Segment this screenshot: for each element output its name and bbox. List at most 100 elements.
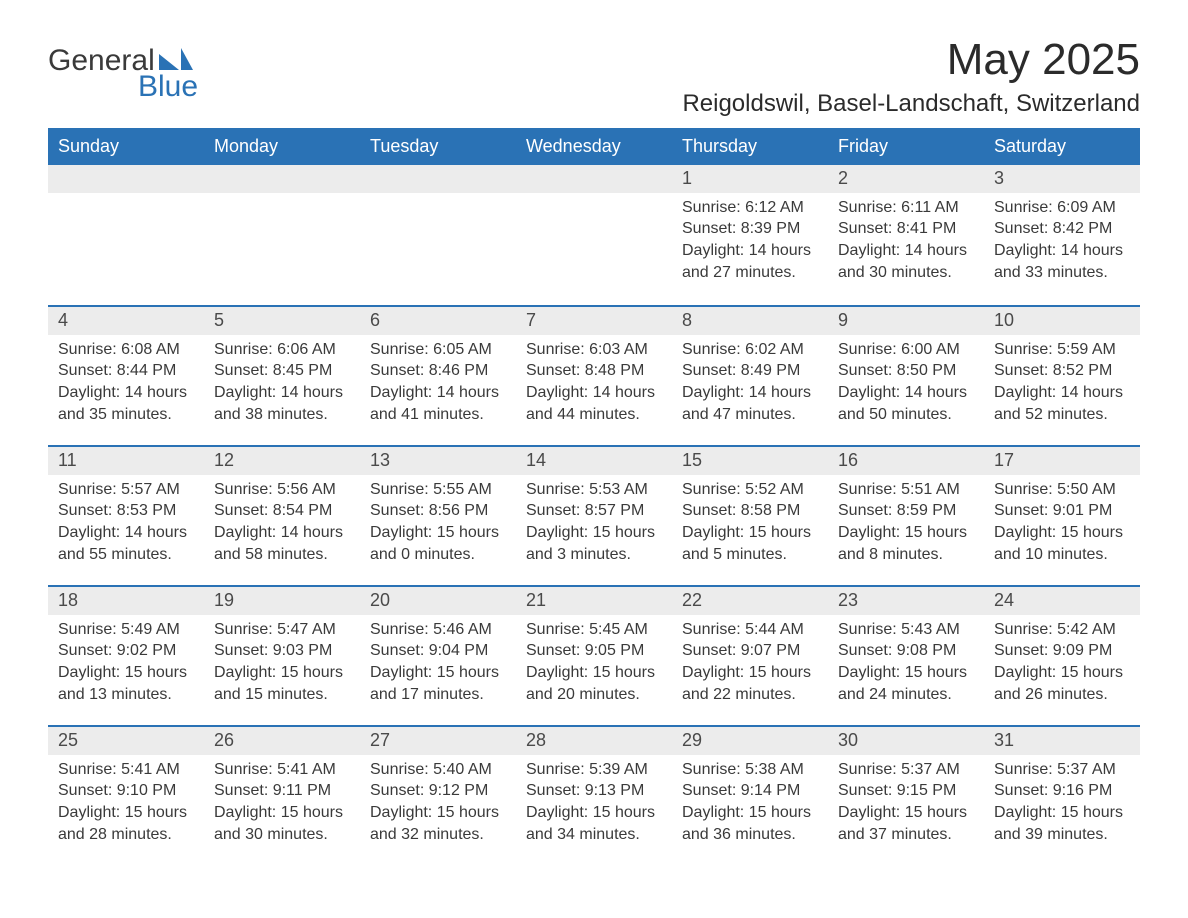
day-dl2: and 38 minutes.: [214, 404, 350, 426]
day-dl1: Daylight: 15 hours: [682, 802, 818, 824]
day-dl1: Daylight: 15 hours: [994, 662, 1130, 684]
day-dl1: Daylight: 15 hours: [838, 662, 974, 684]
day-sunset: Sunset: 9:12 PM: [370, 780, 506, 802]
day-dl1: Daylight: 14 hours: [214, 382, 350, 404]
day-dl2: and 8 minutes.: [838, 544, 974, 566]
day-sunset: Sunset: 9:13 PM: [526, 780, 662, 802]
day-number: 26: [204, 727, 360, 754]
day-details: Sunrise: 5:52 AMSunset: 8:58 PMDaylight:…: [672, 475, 828, 575]
day-sunrise: Sunrise: 5:51 AM: [838, 479, 974, 501]
calendar-week-row: 11Sunrise: 5:57 AMSunset: 8:53 PMDayligh…: [48, 445, 1140, 585]
day-dl2: and 0 minutes.: [370, 544, 506, 566]
calendar-cell: 23Sunrise: 5:43 AMSunset: 9:08 PMDayligh…: [828, 585, 984, 725]
day-sunset: Sunset: 9:02 PM: [58, 640, 194, 662]
day-sunrise: Sunrise: 6:02 AM: [682, 339, 818, 361]
day-number: 5: [204, 307, 360, 334]
day-details: Sunrise: 5:51 AMSunset: 8:59 PMDaylight:…: [828, 475, 984, 575]
day-sunrise: Sunrise: 5:57 AM: [58, 479, 194, 501]
day-details: Sunrise: 5:47 AMSunset: 9:03 PMDaylight:…: [204, 615, 360, 715]
day-dl1: Daylight: 15 hours: [526, 802, 662, 824]
calendar-cell: 21Sunrise: 5:45 AMSunset: 9:05 PMDayligh…: [516, 585, 672, 725]
day-details: Sunrise: 5:37 AMSunset: 9:15 PMDaylight:…: [828, 755, 984, 855]
day-sunset: Sunset: 8:57 PM: [526, 500, 662, 522]
day-dl1: Daylight: 14 hours: [994, 382, 1130, 404]
header-row: General Blue May 2025 Reigoldswil, Basel…: [48, 36, 1140, 118]
day-dl2: and 26 minutes.: [994, 684, 1130, 706]
day-number: 6: [360, 307, 516, 334]
title-block: May 2025 Reigoldswil, Basel-Landschaft, …: [682, 36, 1140, 118]
day-dl1: Daylight: 14 hours: [58, 382, 194, 404]
day-sunrise: Sunrise: 5:37 AM: [838, 759, 974, 781]
day-sunrise: Sunrise: 5:41 AM: [214, 759, 350, 781]
calendar-cell: 19Sunrise: 5:47 AMSunset: 9:03 PMDayligh…: [204, 585, 360, 725]
day-sunrise: Sunrise: 5:50 AM: [994, 479, 1130, 501]
day-details: Sunrise: 5:39 AMSunset: 9:13 PMDaylight:…: [516, 755, 672, 855]
calendar-cell: 5Sunrise: 6:06 AMSunset: 8:45 PMDaylight…: [204, 305, 360, 445]
empty-day: [204, 165, 360, 192]
calendar-cell: [204, 165, 360, 305]
day-details: Sunrise: 6:03 AMSunset: 8:48 PMDaylight:…: [516, 335, 672, 435]
day-number: 16: [828, 447, 984, 474]
weekday-header: Tuesday: [360, 128, 516, 165]
day-details: Sunrise: 5:59 AMSunset: 8:52 PMDaylight:…: [984, 335, 1140, 435]
day-dl2: and 32 minutes.: [370, 824, 506, 846]
day-details: Sunrise: 6:05 AMSunset: 8:46 PMDaylight:…: [360, 335, 516, 435]
day-dl1: Daylight: 15 hours: [370, 802, 506, 824]
calendar-week-row: 25Sunrise: 5:41 AMSunset: 9:10 PMDayligh…: [48, 725, 1140, 865]
day-dl1: Daylight: 14 hours: [526, 382, 662, 404]
day-dl1: Daylight: 14 hours: [214, 522, 350, 544]
day-sunset: Sunset: 8:45 PM: [214, 360, 350, 382]
day-sunset: Sunset: 8:50 PM: [838, 360, 974, 382]
day-number: 20: [360, 587, 516, 614]
day-dl2: and 10 minutes.: [994, 544, 1130, 566]
calendar-table: Sunday Monday Tuesday Wednesday Thursday…: [48, 128, 1140, 865]
empty-day: [48, 165, 204, 192]
day-number: 12: [204, 447, 360, 474]
day-details: Sunrise: 5:41 AMSunset: 9:11 PMDaylight:…: [204, 755, 360, 855]
day-dl2: and 36 minutes.: [682, 824, 818, 846]
calendar-cell: 29Sunrise: 5:38 AMSunset: 9:14 PMDayligh…: [672, 725, 828, 865]
day-dl1: Daylight: 15 hours: [994, 522, 1130, 544]
day-sunrise: Sunrise: 5:49 AM: [58, 619, 194, 641]
calendar-week-row: 1Sunrise: 6:12 AMSunset: 8:39 PMDaylight…: [48, 165, 1140, 305]
calendar-cell: 31Sunrise: 5:37 AMSunset: 9:16 PMDayligh…: [984, 725, 1140, 865]
day-sunset: Sunset: 8:58 PM: [682, 500, 818, 522]
day-details: Sunrise: 6:08 AMSunset: 8:44 PMDaylight:…: [48, 335, 204, 435]
day-dl2: and 5 minutes.: [682, 544, 818, 566]
day-details: Sunrise: 5:57 AMSunset: 8:53 PMDaylight:…: [48, 475, 204, 575]
day-number: 4: [48, 307, 204, 334]
day-dl1: Daylight: 15 hours: [994, 802, 1130, 824]
calendar-header: Sunday Monday Tuesday Wednesday Thursday…: [48, 128, 1140, 165]
day-sunset: Sunset: 9:04 PM: [370, 640, 506, 662]
day-dl2: and 13 minutes.: [58, 684, 194, 706]
day-number: 31: [984, 727, 1140, 754]
day-dl1: Daylight: 14 hours: [838, 240, 974, 262]
day-number: 19: [204, 587, 360, 614]
day-details: Sunrise: 6:12 AMSunset: 8:39 PMDaylight:…: [672, 193, 828, 293]
day-number: 3: [984, 165, 1140, 192]
day-sunrise: Sunrise: 6:11 AM: [838, 197, 974, 219]
day-sunset: Sunset: 9:03 PM: [214, 640, 350, 662]
day-dl2: and 15 minutes.: [214, 684, 350, 706]
day-dl1: Daylight: 15 hours: [682, 662, 818, 684]
day-details: Sunrise: 6:09 AMSunset: 8:42 PMDaylight:…: [984, 193, 1140, 293]
day-details: Sunrise: 5:43 AMSunset: 9:08 PMDaylight:…: [828, 615, 984, 715]
day-details: Sunrise: 5:41 AMSunset: 9:10 PMDaylight:…: [48, 755, 204, 855]
day-sunset: Sunset: 8:52 PM: [994, 360, 1130, 382]
calendar-cell: 25Sunrise: 5:41 AMSunset: 9:10 PMDayligh…: [48, 725, 204, 865]
day-dl1: Daylight: 14 hours: [370, 382, 506, 404]
day-details: Sunrise: 5:44 AMSunset: 9:07 PMDaylight:…: [672, 615, 828, 715]
day-sunset: Sunset: 9:09 PM: [994, 640, 1130, 662]
day-details: Sunrise: 5:49 AMSunset: 9:02 PMDaylight:…: [48, 615, 204, 715]
calendar-week-row: 18Sunrise: 5:49 AMSunset: 9:02 PMDayligh…: [48, 585, 1140, 725]
day-sunrise: Sunrise: 5:47 AM: [214, 619, 350, 641]
calendar-cell: 30Sunrise: 5:37 AMSunset: 9:15 PMDayligh…: [828, 725, 984, 865]
day-sunset: Sunset: 9:08 PM: [838, 640, 974, 662]
day-sunrise: Sunrise: 5:52 AM: [682, 479, 818, 501]
day-number: 10: [984, 307, 1140, 334]
day-details: Sunrise: 6:06 AMSunset: 8:45 PMDaylight:…: [204, 335, 360, 435]
day-sunrise: Sunrise: 5:43 AM: [838, 619, 974, 641]
day-sunrise: Sunrise: 6:03 AM: [526, 339, 662, 361]
day-details: Sunrise: 5:45 AMSunset: 9:05 PMDaylight:…: [516, 615, 672, 715]
day-dl2: and 33 minutes.: [994, 262, 1130, 284]
